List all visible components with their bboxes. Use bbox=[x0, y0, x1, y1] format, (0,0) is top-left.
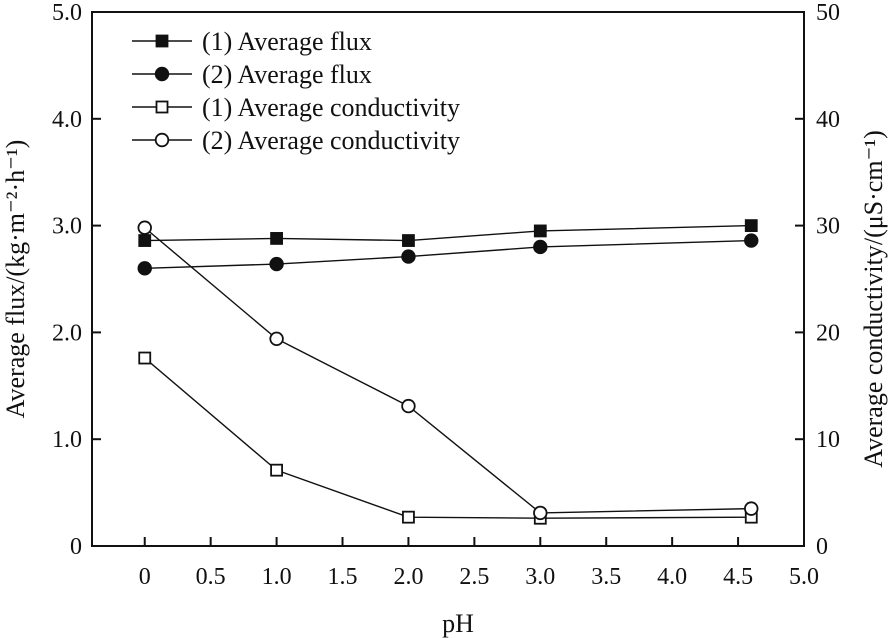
x-tick-label: 5.0 bbox=[789, 564, 819, 590]
right-y-tick-label: 50 bbox=[816, 0, 840, 26]
data-point bbox=[744, 501, 759, 516]
x-tick-label: 2.5 bbox=[459, 564, 489, 590]
data-point bbox=[401, 249, 416, 264]
data-point bbox=[137, 220, 152, 235]
series-4 bbox=[137, 220, 759, 521]
data-point bbox=[402, 234, 415, 247]
series-1 bbox=[138, 219, 758, 247]
left-y-tick-label: 1.0 bbox=[52, 427, 82, 453]
data-point bbox=[744, 233, 759, 248]
labels-layer: pH Average flux/(kg·m⁻²·h⁻¹) Average con… bbox=[1, 130, 888, 638]
x-tick-label: 0.5 bbox=[196, 564, 226, 590]
legend-item: (1) Average conductivity bbox=[132, 93, 460, 122]
left-y-tick-label: 3.0 bbox=[52, 214, 82, 240]
data-point bbox=[137, 261, 152, 276]
legend-layer: (1) Average flux (2) Average flux (1) Aver… bbox=[132, 27, 460, 155]
left-y-tick-label: 5.0 bbox=[52, 0, 82, 26]
legend-marker bbox=[154, 66, 170, 82]
series-2 bbox=[137, 233, 759, 276]
x-tick-label: 2.0 bbox=[393, 564, 423, 590]
x-tick-label: 1.5 bbox=[328, 564, 358, 590]
right-y-tick-label: 0 bbox=[816, 534, 828, 560]
data-point bbox=[533, 505, 548, 521]
legend-label: (1) Average conductivity bbox=[202, 93, 460, 122]
left-y-axis-title: Average flux/(kg·m⁻²·h⁻¹) bbox=[1, 140, 30, 419]
left-y-tick-label: 4.0 bbox=[52, 107, 82, 133]
legend-label: (2) Average conductivity bbox=[202, 126, 460, 155]
data-point bbox=[270, 463, 283, 477]
x-tick-label: 1.0 bbox=[262, 564, 292, 590]
legend-item: (2) Average conductivity bbox=[132, 126, 460, 155]
left-y-tick-label: 2.0 bbox=[52, 320, 82, 346]
x-tick-label: 4.0 bbox=[657, 564, 687, 590]
legend-item: (1) Average flux bbox=[132, 27, 372, 56]
right-y-tick-label: 40 bbox=[816, 107, 840, 133]
legend-item: (2) Average flux bbox=[132, 60, 372, 89]
series-line bbox=[144, 239, 752, 270]
series-line bbox=[144, 224, 752, 242]
x-tick-label: 3.0 bbox=[525, 564, 555, 590]
legend-marker bbox=[155, 100, 169, 114]
data-point bbox=[269, 331, 284, 347]
data-point bbox=[533, 239, 548, 255]
legend-marker bbox=[154, 132, 170, 148]
data-point bbox=[269, 256, 284, 272]
x-axis-title: pH bbox=[442, 609, 474, 638]
series-line bbox=[144, 227, 752, 514]
data-point bbox=[270, 232, 283, 245]
data-point bbox=[744, 219, 758, 233]
data-point bbox=[401, 398, 416, 414]
series-layer bbox=[137, 219, 759, 525]
legend-label: (1) Average flux bbox=[202, 27, 372, 56]
data-point bbox=[533, 224, 547, 238]
data-point bbox=[402, 510, 415, 524]
right-y-tick-label: 10 bbox=[816, 427, 840, 453]
x-tick-label: 3.5 bbox=[591, 564, 621, 590]
data-point bbox=[138, 351, 152, 365]
legend-marker bbox=[155, 34, 169, 48]
plot-frame bbox=[91, 11, 805, 547]
right-y-axis-title: Average conductivity/(μS·cm⁻¹) bbox=[859, 130, 888, 467]
x-tick-label: 0 bbox=[139, 564, 151, 590]
x-tick-label: 4.5 bbox=[723, 564, 753, 590]
legend-label: (2) Average flux bbox=[202, 60, 372, 89]
data-point bbox=[138, 234, 152, 247]
axes-layer: 0 0.5 1.0 1.5 2.0 2.5 3.0 3.5 4.0 4.5 5.0 0 1.0 2.0 3.… bbox=[52, 0, 840, 590]
left-y-tick-label: 0 bbox=[70, 534, 82, 560]
right-y-tick-label: 20 bbox=[816, 320, 840, 346]
right-y-tick-label: 30 bbox=[816, 214, 840, 240]
